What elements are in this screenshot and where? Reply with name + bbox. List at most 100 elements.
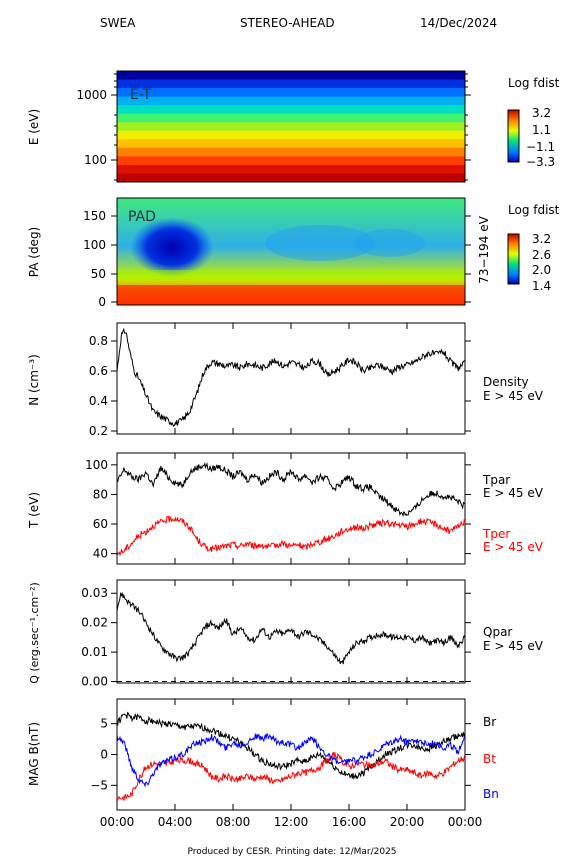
energy-band <box>117 139 465 149</box>
tpar-legend: Tpar <box>482 473 510 487</box>
density-y-label-text: N (cm⁻³) <box>27 354 41 406</box>
tper-legend-energy: E > 45 eV <box>483 540 544 554</box>
pad-cb-tick: 1.4 <box>532 279 551 293</box>
energy-inset-label: E-T <box>130 87 152 103</box>
series-line <box>116 327 466 428</box>
energy-cb-tick: −1.1 <box>526 140 555 154</box>
tpar-legend-energy: E > 45 eV <box>483 486 544 500</box>
header-date: 14/Dec/2024 <box>420 16 497 30</box>
series-line <box>116 711 466 780</box>
y-tick-label: 0 <box>100 748 108 762</box>
time-tick-label: 04:00 <box>158 815 193 829</box>
energy-colorbar <box>507 109 520 163</box>
time-tick-label: 00:00 <box>448 815 483 829</box>
br-legend: Br <box>483 715 496 729</box>
pad-colorbar-title: Log fdist <box>508 203 560 217</box>
series-line <box>116 751 466 801</box>
y-tick-label: 100 <box>85 458 108 472</box>
energy-band <box>117 79 465 89</box>
qpar-legend-energy: E > 45 eV <box>483 639 544 653</box>
energy-colorbar-title: Log fdist <box>508 76 560 90</box>
series-line <box>116 733 466 788</box>
panel-frame <box>116 579 466 684</box>
energy-band <box>117 173 465 183</box>
y-tick-label: 40 <box>93 547 108 561</box>
bn-legend: Bn <box>483 787 499 801</box>
pad-tick: 100 <box>83 238 106 252</box>
energy-band <box>117 71 465 81</box>
qpar-legend: Qpar <box>483 625 512 639</box>
y-tick-label: 0.00 <box>81 675 108 689</box>
pad-tick: 0 <box>98 295 106 309</box>
energy-spectrogram-image <box>117 71 465 183</box>
y-tick-label: 0.8 <box>89 334 108 348</box>
energy-band <box>117 105 465 115</box>
series-line <box>116 514 466 557</box>
density-legend: Density <box>483 375 529 389</box>
y-tick-label: 80 <box>93 487 108 501</box>
density-y-label: N (cm⁻³) <box>27 354 41 406</box>
panel-frame <box>116 322 466 435</box>
line-panel: 0.8 0.6 0.4 0.2 <box>89 322 471 438</box>
y-tick-label: 0.02 <box>81 616 108 630</box>
energy-band <box>117 96 465 106</box>
series-line <box>116 592 466 665</box>
temperature-y-label: T (eV) <box>27 492 41 529</box>
time-axis: 00:00 04:00 08:00 12:00 16:00 20:00 00:0… <box>100 815 483 829</box>
pad-y-ticks <box>111 215 471 303</box>
y-tick-label: 60 <box>93 517 108 531</box>
pad-colorbar <box>507 233 520 285</box>
line-panel: 100 80 60 40 <box>85 452 471 565</box>
time-tick-label: 12:00 <box>274 815 309 829</box>
time-tick-label: 20:00 <box>390 815 425 829</box>
energy-cb-tick: −3.3 <box>526 155 555 169</box>
pad-inset-label: PAD <box>128 209 156 225</box>
time-tick-label: 16:00 <box>332 815 367 829</box>
y-tick-label: 0.6 <box>89 364 108 378</box>
tper-legend: Tper <box>482 527 510 541</box>
energy-tick-100: 100 <box>84 153 107 167</box>
heatflux-y-label: Q (erg.sec⁻¹.cm⁻²) <box>28 582 41 684</box>
pad-cb-tick: 3.2 <box>532 232 551 246</box>
line-panel: 5 0 −5 <box>90 698 471 811</box>
energy-y-label: E (eV) <box>27 109 41 145</box>
energy-band <box>117 147 465 157</box>
pad-y-label: PA (deg) <box>27 227 41 277</box>
line-panels: 0.8 0.6 0.4 0.2 100 80 60 40 0.03 0.02 0.01 0.00 5 0 −… <box>81 322 471 811</box>
y-tick-label: 0.01 <box>81 645 108 659</box>
footer-credit: Produced by CESR. Printing date: 12/Mar/… <box>187 847 396 857</box>
energy-band <box>117 122 465 132</box>
energy-band <box>117 164 465 174</box>
pad-energy-range-label: 73−194 eV <box>477 215 491 283</box>
panel-frame <box>116 698 466 811</box>
line-panel: 0.03 0.02 0.01 0.00 <box>81 579 471 689</box>
y-tick-label: 5 <box>100 717 108 731</box>
energy-band <box>117 88 465 98</box>
energy-tick-1000: 1000 <box>76 88 107 102</box>
time-tick-label: 00:00 <box>100 815 135 829</box>
energy-y-ticks <box>111 73 471 181</box>
energy-band <box>117 130 465 140</box>
energy-spectrogram-panel: E-T 1000 100 E (eV) Log fdist 3.2 1.1 −1… <box>27 70 560 183</box>
pad-tick: 50 <box>91 267 106 281</box>
energy-cb-tick: 1.1 <box>532 123 551 137</box>
y-tick-label: 0.2 <box>89 424 108 438</box>
header-instrument: SWEA <box>100 16 136 30</box>
y-tick-label: 0.03 <box>81 586 108 600</box>
series-line <box>116 461 466 518</box>
y-tick-label: −5 <box>90 778 108 792</box>
header-spacecraft: STEREO-AHEAD <box>240 16 335 30</box>
pitch-angle-panel: PAD 150 100 50 0 PA (deg) 73−194 eV Log … <box>27 197 560 309</box>
time-tick-label: 08:00 <box>216 815 251 829</box>
mag-y-label: MAG B(nT) <box>27 722 41 786</box>
pad-cb-tick: 2.6 <box>532 248 551 262</box>
energy-band <box>117 156 465 166</box>
energy-cb-tick: 3.2 <box>532 106 551 120</box>
density-legend-energy: E > 45 eV <box>483 389 544 403</box>
pad-tick: 150 <box>83 209 106 223</box>
pad-cb-tick: 2.0 <box>532 263 551 277</box>
y-tick-label: 0.4 <box>89 394 108 408</box>
bt-legend: Bt <box>483 752 496 766</box>
energy-band <box>117 113 465 123</box>
